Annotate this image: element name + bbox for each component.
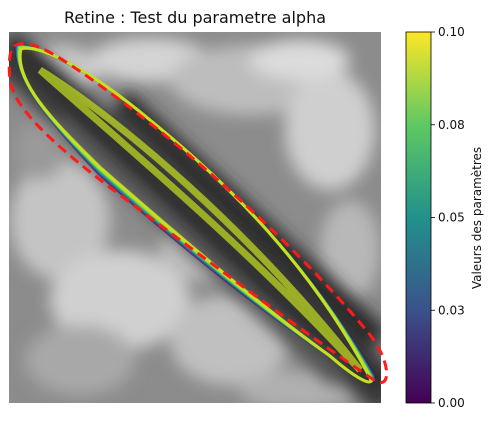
colorbar-tick-label: 0.08 [438,118,465,132]
colorbar-tick-label: 0.00 [438,396,465,410]
colorbar [406,32,431,403]
colorbar-label: Valeurs des paramètres [470,147,484,289]
colorbar-tick-label: 0.05 [438,211,465,225]
colorbar-tick-label: 0.10 [438,25,465,39]
colorbar-ticks: 0.00 0.03 0.05 0.08 0.10 [431,25,465,410]
colorbar-tick-label: 0.03 [438,303,465,317]
